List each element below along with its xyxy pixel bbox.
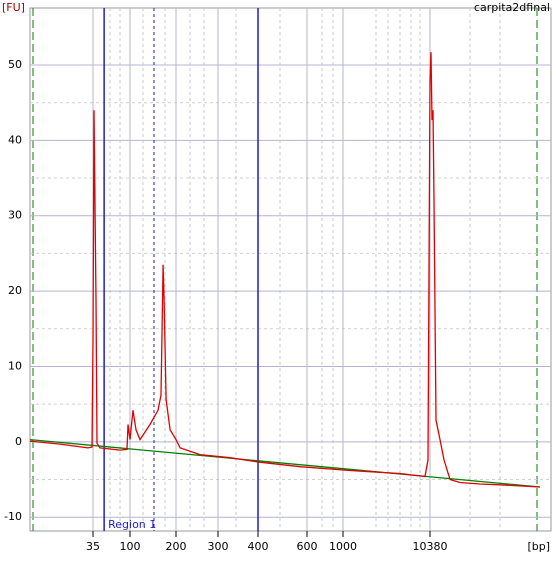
trace xyxy=(29,52,541,488)
x-tick-label: 300 xyxy=(208,540,229,553)
x-tick-label: 100 xyxy=(120,540,141,553)
y-tick-label: 10 xyxy=(8,359,22,372)
x-tick-label: 35 xyxy=(86,540,100,553)
x-tick-label: 600 xyxy=(297,540,318,553)
x-axis-label: [bp] xyxy=(527,540,550,553)
x-tick-label: 1000 xyxy=(329,540,357,553)
y-tick-label: 40 xyxy=(8,133,22,146)
y-tick-label: 20 xyxy=(8,284,22,297)
x-tick-label: 200 xyxy=(166,540,187,553)
x-tick-label: 10380 xyxy=(413,540,448,553)
plot-frame xyxy=(29,7,552,532)
y-axis-label: [FU] xyxy=(2,1,25,14)
y-tick-label: 0 xyxy=(15,435,22,448)
trace xyxy=(29,438,541,488)
region-label: Region 1 xyxy=(108,518,156,531)
chart-title: carpita2dfinal xyxy=(474,1,550,14)
y-tick-label: 50 xyxy=(8,58,22,71)
y-tick-label: 30 xyxy=(8,209,22,222)
x-tick-label: 400 xyxy=(248,540,269,553)
y-tick-label: -10 xyxy=(4,510,22,523)
